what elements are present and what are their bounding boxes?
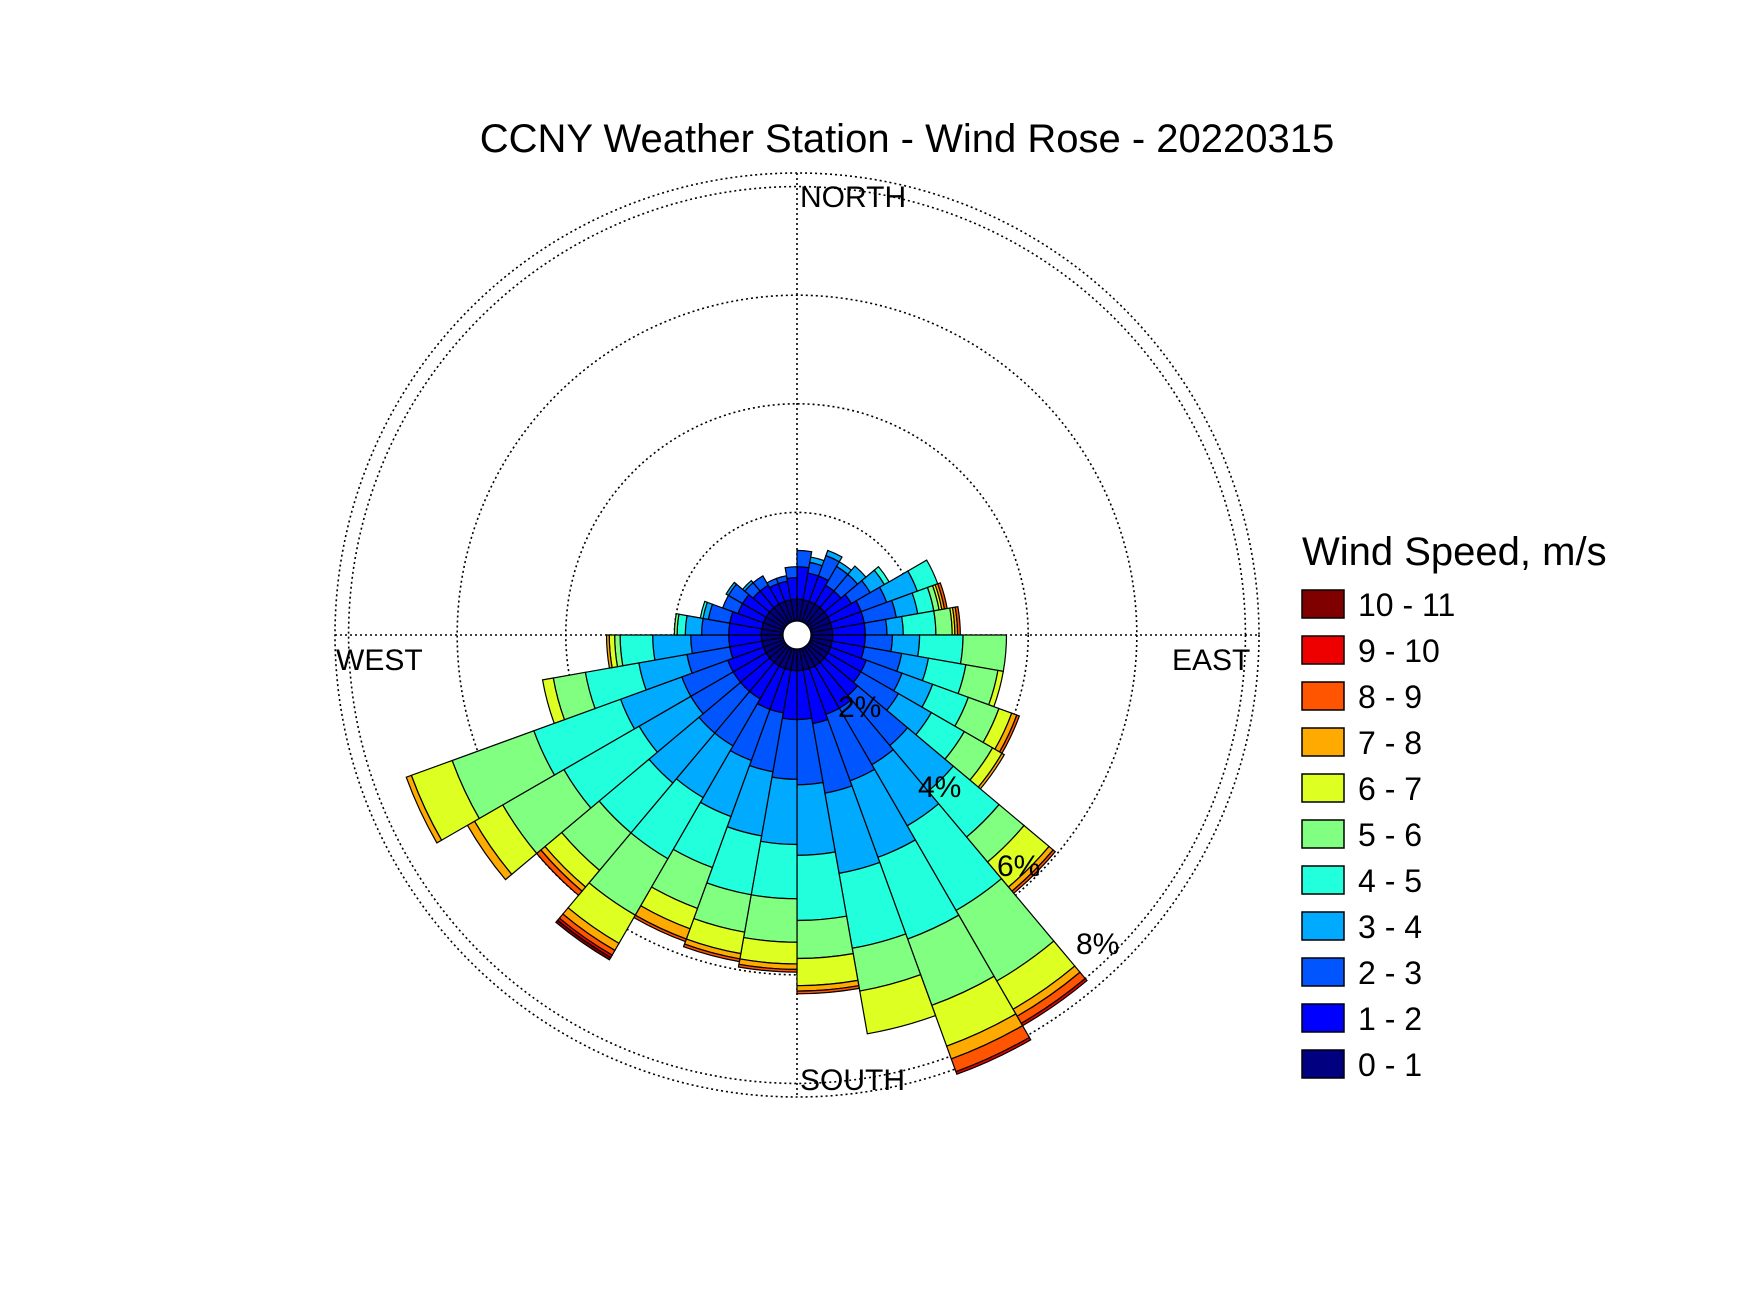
west-label: WEST [336, 644, 423, 677]
ring-label-6: 6% [997, 850, 1040, 883]
legend-label-4: 6 - 7 [1358, 771, 1422, 807]
ring-label-8: 8% [1076, 928, 1119, 961]
north-label: NORTH [800, 181, 906, 214]
legend-swatch-10 [1301, 1049, 1345, 1079]
sector-165-bin-6 [859, 973, 937, 1035]
legend-label-6: 4 - 5 [1358, 863, 1422, 899]
legend: Wind Speed, m/s 10 - 11 9 - 10 8 - 9 7 - 8 6… [1301, 530, 1607, 1083]
sector-245-bin-7 [405, 774, 443, 844]
legend-swatch-0 [1301, 589, 1345, 619]
sector-175-bin-5 [796, 915, 854, 960]
ring-label-2: 2% [838, 691, 881, 724]
legend-swatch-7 [1301, 911, 1345, 941]
sector-175-bin-6 [796, 952, 859, 987]
chart-title: CCNY Weather Station - Wind Rose - 20220… [480, 117, 1335, 161]
sector-215-bin-10 [555, 919, 612, 961]
legend-label-8: 2 - 3 [1358, 955, 1422, 991]
ring-label-4: 4% [918, 771, 961, 804]
legend-swatch-2 [1301, 681, 1345, 711]
grid-ring-2 [456, 294, 1138, 976]
legend-swatch-5 [1301, 819, 1345, 849]
legend-swatch-6 [1301, 865, 1345, 895]
legend-swatch-4 [1301, 773, 1345, 803]
sector-155-bin-9 [955, 1036, 1032, 1076]
grid-ring-4 [334, 172, 1260, 1098]
sector-195-bin-8 [682, 943, 741, 963]
legend-label-1: 9 - 10 [1358, 633, 1440, 669]
sector-265-bin-4 [619, 634, 656, 667]
legend-swatch-9 [1301, 1003, 1345, 1033]
sector-175-bin-8 [796, 985, 861, 995]
legend-swatch-1 [1301, 635, 1345, 665]
sector-255-bin-6 [541, 677, 566, 725]
legend-label-0: 10 - 11 [1358, 587, 1455, 623]
legend-swatch-3 [1301, 727, 1345, 757]
sector-85-bin-3 [884, 615, 904, 636]
sector-315-bin-3 [741, 579, 754, 592]
legend-label-7: 3 - 4 [1358, 909, 1422, 945]
grid-ring-3 [347, 185, 1247, 1085]
legend-label-2: 8 - 9 [1358, 679, 1422, 715]
legend-label-9: 1 - 2 [1358, 1001, 1422, 1037]
sector-305-bin-3 [725, 581, 738, 597]
grid-labels: NORTH EAST SOUTH WEST 2% 4% 6% 8% [336, 181, 1250, 1097]
sector-185-bin-8 [737, 963, 798, 973]
sector-85-bin-5 [933, 607, 953, 636]
legend-label-5: 5 - 6 [1358, 817, 1422, 853]
sector-265-bin-7 [605, 634, 613, 669]
wind-sectors [405, 549, 1088, 1076]
sector-185-bin-5 [742, 894, 798, 943]
sector-5-bin-2 [796, 549, 813, 569]
sector-325-bin-2 [752, 575, 770, 592]
center-circle [782, 620, 812, 650]
center-hole [782, 620, 812, 650]
sector-25-bin-3 [825, 549, 843, 563]
east-label: EAST [1172, 644, 1250, 677]
legend-label-3: 7 - 8 [1358, 725, 1422, 761]
legend-swatch-8 [1301, 957, 1345, 987]
sector-275-bin-5 [673, 613, 680, 636]
south-label: SOUTH [800, 1064, 905, 1097]
sector-285-bin-4 [699, 600, 709, 620]
sector-355-bin-2 [784, 566, 798, 580]
legend-label-10: 0 - 1 [1358, 1047, 1422, 1083]
legend-title: Wind Speed, m/s [1302, 530, 1607, 574]
grid-ring-1 [564, 402, 1030, 868]
